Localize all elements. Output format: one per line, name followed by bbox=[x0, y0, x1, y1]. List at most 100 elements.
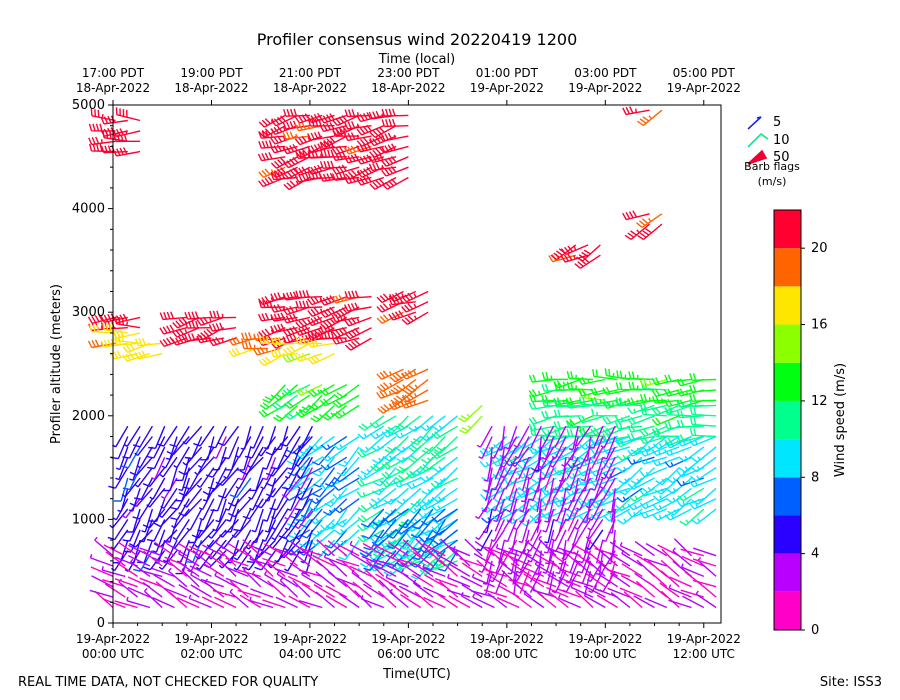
wind-barb bbox=[287, 575, 311, 588]
wind-barb bbox=[202, 477, 227, 496]
wind-barb bbox=[682, 595, 705, 609]
wind-barb bbox=[381, 108, 409, 117]
legend-barb-5 bbox=[747, 116, 762, 130]
wind-barb bbox=[307, 150, 335, 159]
wind-barb bbox=[634, 540, 655, 557]
wind-barb bbox=[589, 425, 604, 449]
wind-barb bbox=[386, 554, 409, 567]
wind-barb bbox=[178, 498, 203, 517]
wind-barb bbox=[447, 545, 471, 557]
wind-barb bbox=[666, 467, 692, 484]
wind-barb bbox=[310, 518, 335, 538]
wind-barb bbox=[388, 310, 417, 321]
wind-barb bbox=[357, 466, 385, 481]
wind-barb bbox=[312, 555, 335, 567]
wind-barb bbox=[534, 498, 542, 524]
wind-barb bbox=[113, 134, 141, 143]
x-tick-date: 19-Apr-2022 bbox=[470, 632, 544, 646]
colorbar-tick-label: 20 bbox=[811, 241, 828, 256]
wind-barb bbox=[274, 548, 298, 557]
wind-barb bbox=[117, 562, 138, 577]
wind-barb bbox=[437, 593, 458, 609]
wind-barb bbox=[336, 577, 360, 588]
wind-barb bbox=[689, 417, 717, 427]
wind-barb bbox=[153, 508, 178, 528]
wind-barb bbox=[332, 487, 360, 501]
wind-barb bbox=[521, 467, 530, 491]
wind-barb bbox=[102, 322, 128, 334]
wind-barb bbox=[206, 529, 227, 549]
wind-barb bbox=[331, 335, 360, 345]
wind-barb bbox=[617, 456, 643, 473]
wind-barb bbox=[134, 350, 163, 360]
wind-barb bbox=[320, 316, 348, 330]
wind-barb bbox=[215, 467, 240, 487]
wind-barb bbox=[566, 381, 594, 391]
wind-barb bbox=[568, 436, 579, 461]
wind-barb bbox=[251, 570, 274, 588]
wind-barb bbox=[459, 557, 483, 567]
wind-barb bbox=[331, 145, 360, 155]
wind-barb bbox=[507, 529, 518, 554]
wind-barb bbox=[263, 456, 277, 481]
wind-barb bbox=[484, 467, 493, 492]
wind-barb bbox=[381, 176, 409, 190]
wind-barb bbox=[621, 549, 643, 567]
wind-barb bbox=[324, 487, 348, 508]
wind-barb bbox=[389, 368, 417, 383]
wind-barb bbox=[281, 467, 301, 490]
wind-barb bbox=[340, 559, 360, 577]
wind-barb bbox=[639, 508, 668, 519]
wind-barb bbox=[149, 477, 166, 500]
wind-barb bbox=[372, 508, 397, 527]
colorbar-segment bbox=[774, 477, 801, 516]
wind-barb bbox=[258, 176, 286, 188]
wind-barb bbox=[433, 518, 459, 536]
wind-barb bbox=[283, 176, 311, 191]
wind-barb bbox=[176, 597, 200, 609]
wind-barb bbox=[495, 570, 506, 594]
wind-barb bbox=[544, 571, 555, 596]
wind-barb bbox=[596, 594, 618, 609]
top-tick-date: 18-Apr-2022 bbox=[371, 81, 445, 95]
wind-barb bbox=[225, 566, 249, 578]
wind-barb bbox=[542, 508, 555, 533]
wind-barb bbox=[639, 466, 668, 478]
wind-barb bbox=[316, 538, 335, 557]
wind-barb bbox=[207, 467, 227, 490]
wind-barb bbox=[307, 384, 335, 398]
wind-barb bbox=[600, 425, 616, 449]
wind-barb bbox=[282, 384, 311, 397]
wind-barb bbox=[89, 324, 116, 334]
wind-barb bbox=[284, 529, 301, 552]
wind-barb bbox=[588, 498, 604, 521]
wind-barb bbox=[641, 435, 668, 452]
wind-barb bbox=[334, 529, 360, 547]
wind-barb bbox=[380, 132, 409, 142]
wind-barb bbox=[283, 342, 311, 356]
wind-barb bbox=[203, 477, 215, 502]
wind-barb bbox=[227, 539, 240, 564]
wind-barb bbox=[332, 306, 360, 319]
wind-barb bbox=[188, 594, 212, 609]
wind-barb bbox=[128, 529, 153, 548]
wind-barb bbox=[383, 487, 409, 505]
wind-barb bbox=[420, 415, 446, 432]
wind-barb bbox=[193, 425, 215, 447]
wind-barb bbox=[344, 166, 372, 180]
wind-barb bbox=[689, 399, 717, 408]
wind-barb bbox=[280, 539, 301, 559]
wind-barb bbox=[194, 529, 215, 548]
wind-barb bbox=[402, 538, 422, 557]
wind-barb bbox=[639, 425, 668, 437]
wind-barb bbox=[489, 446, 493, 471]
wind-barb bbox=[627, 456, 655, 465]
wind-barb bbox=[570, 583, 594, 598]
wind-barb bbox=[215, 539, 237, 557]
wind-barb bbox=[278, 550, 299, 567]
wind-barb bbox=[320, 435, 348, 451]
wind-barb bbox=[560, 253, 589, 263]
wind-barb bbox=[536, 508, 542, 533]
wind-barb bbox=[323, 553, 348, 567]
wind-barb bbox=[149, 498, 166, 522]
